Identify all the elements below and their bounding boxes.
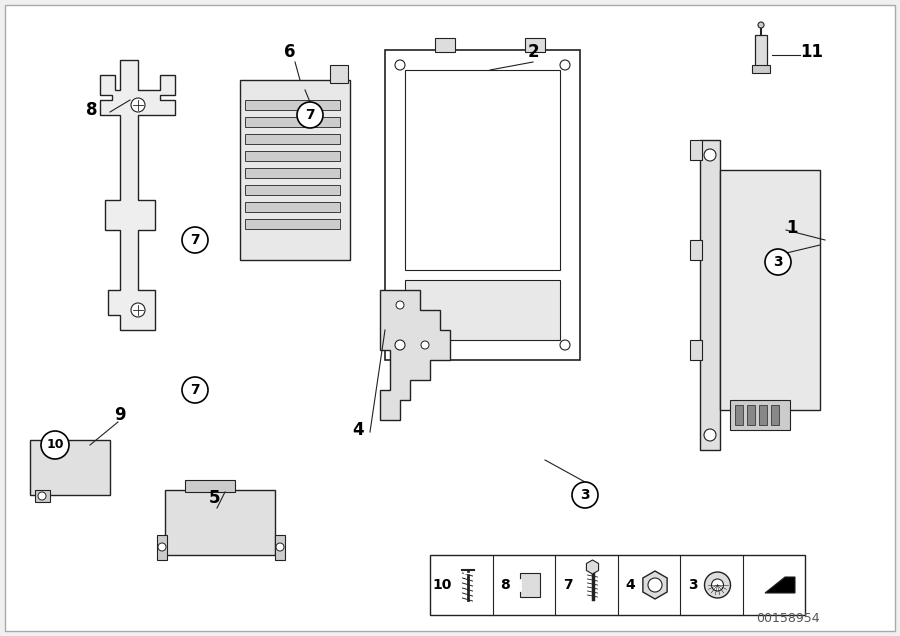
Bar <box>330 65 348 83</box>
Bar <box>735 405 743 425</box>
Bar <box>157 535 167 560</box>
Text: 10: 10 <box>46 438 64 452</box>
Bar <box>245 202 340 212</box>
Text: 3: 3 <box>580 488 590 502</box>
Circle shape <box>41 431 69 459</box>
Text: 7: 7 <box>190 383 200 397</box>
Bar <box>245 185 340 195</box>
Circle shape <box>395 340 405 350</box>
Bar <box>405 280 560 340</box>
Bar <box>165 490 275 555</box>
Bar <box>245 151 340 161</box>
Circle shape <box>572 482 598 508</box>
Text: 10: 10 <box>433 578 452 592</box>
Circle shape <box>704 429 716 441</box>
Circle shape <box>704 149 716 161</box>
Text: 7: 7 <box>305 108 315 122</box>
Bar <box>525 38 545 52</box>
Circle shape <box>395 60 405 70</box>
Text: 2: 2 <box>527 43 539 61</box>
Text: 1: 1 <box>787 219 797 237</box>
Bar <box>385 50 580 360</box>
Text: 9: 9 <box>114 406 126 424</box>
Circle shape <box>131 303 145 317</box>
Text: 7: 7 <box>562 578 572 592</box>
Bar <box>690 140 702 160</box>
Bar <box>520 573 540 597</box>
Text: 8: 8 <box>86 101 98 119</box>
Bar <box>759 405 767 425</box>
Text: 11: 11 <box>800 43 823 61</box>
Circle shape <box>765 249 791 275</box>
Circle shape <box>421 341 429 349</box>
Text: 8: 8 <box>500 578 510 592</box>
Bar <box>275 535 285 560</box>
Bar <box>730 400 790 430</box>
Text: 7: 7 <box>190 233 200 247</box>
Circle shape <box>276 543 284 551</box>
Circle shape <box>712 579 724 591</box>
Bar <box>30 440 110 495</box>
Bar <box>245 100 340 110</box>
Circle shape <box>158 543 166 551</box>
Text: 6: 6 <box>284 43 296 61</box>
Circle shape <box>182 377 208 403</box>
Circle shape <box>396 301 404 309</box>
Circle shape <box>705 572 731 598</box>
Text: 3: 3 <box>773 255 783 269</box>
Bar <box>245 117 340 127</box>
Circle shape <box>131 98 145 112</box>
Bar <box>747 405 755 425</box>
Polygon shape <box>380 290 450 420</box>
Circle shape <box>648 578 662 592</box>
Bar <box>700 140 720 450</box>
Bar <box>435 38 455 52</box>
Bar <box>720 170 820 410</box>
Bar <box>771 405 779 425</box>
Bar <box>690 240 702 260</box>
Circle shape <box>297 102 323 128</box>
Circle shape <box>560 60 570 70</box>
Bar <box>240 80 350 260</box>
Circle shape <box>38 492 46 500</box>
Bar <box>690 340 702 360</box>
Circle shape <box>560 340 570 350</box>
Bar <box>245 219 340 229</box>
Bar <box>752 65 770 73</box>
Bar <box>245 134 340 144</box>
Circle shape <box>758 22 764 28</box>
Text: 4: 4 <box>352 421 364 439</box>
Text: 5: 5 <box>209 489 220 507</box>
FancyBboxPatch shape <box>5 5 895 631</box>
Bar <box>430 555 805 615</box>
Polygon shape <box>100 60 175 330</box>
Bar <box>185 480 235 492</box>
Text: 4: 4 <box>626 578 634 592</box>
Polygon shape <box>765 577 795 593</box>
Text: 00158954: 00158954 <box>756 612 820 625</box>
Circle shape <box>182 227 208 253</box>
Bar <box>35 490 50 502</box>
Bar <box>755 35 767 70</box>
Bar <box>405 70 560 270</box>
Bar <box>245 168 340 178</box>
Text: 3: 3 <box>688 578 698 592</box>
